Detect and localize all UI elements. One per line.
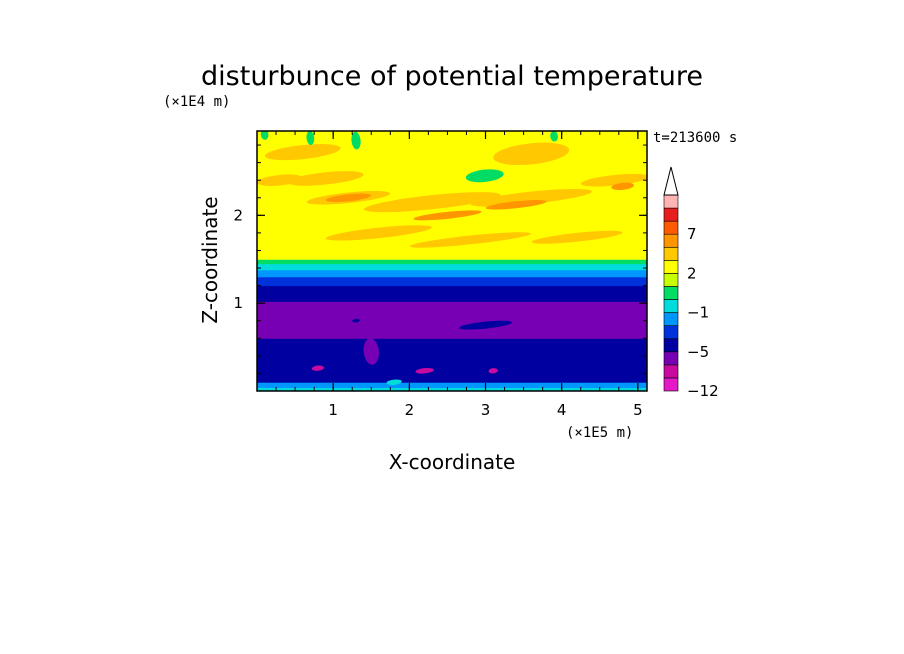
time-label: t=213600 s (653, 130, 737, 146)
colorbar-extend-arrow (663, 166, 679, 196)
colorbar-segment (663, 207, 679, 222)
y-tick-label: 1 (233, 294, 243, 312)
colorbar-segment (663, 286, 679, 300)
colorbar-segment (663, 325, 679, 340)
x-tick-label: 2 (405, 401, 415, 419)
y-unit-label: (×1E4 m) (163, 94, 230, 110)
contour-band (257, 301, 647, 339)
contour-band (257, 285, 647, 302)
x-unit-label: (×1E5 m) (566, 425, 633, 441)
x-axis: 1 2 3 4 5 (275, 131, 643, 419)
contour-patch (413, 210, 482, 221)
colorbar-segment (663, 220, 679, 235)
contour-patch (264, 144, 341, 161)
contour-band (257, 338, 647, 383)
colorbar-segment (663, 299, 679, 313)
colorbar-segment (663, 351, 679, 366)
colorbar-segment (663, 312, 679, 326)
colorbar-segment (663, 364, 679, 379)
contour-patch (311, 365, 325, 371)
x-tick-label: 1 (328, 401, 338, 419)
contour-band (257, 269, 647, 278)
colorbar-label: −1 (687, 304, 709, 322)
chart-title: disturbunce of potential temperature (201, 61, 703, 92)
colorbar-label: −5 (687, 343, 709, 361)
contour-patch (325, 193, 372, 202)
plot-frame (256, 130, 648, 392)
colorbar-segment (663, 377, 679, 392)
contour-patch (260, 131, 269, 140)
contour-band (257, 259, 647, 265)
y-tick-label: 2 (233, 206, 243, 224)
contour-patch (364, 192, 501, 213)
contour-patch (386, 379, 402, 385)
x-tick-label: 4 (557, 401, 567, 419)
colorbar: −12−5−127 (663, 166, 719, 400)
contour-band (257, 387, 647, 391)
contour-band (257, 276, 647, 287)
contour-patch (580, 173, 647, 187)
contour-patch (287, 171, 364, 186)
plot-fill (257, 131, 647, 391)
contour-patch (465, 169, 504, 183)
contour-band (257, 263, 647, 271)
contour-patch (611, 182, 634, 191)
contour-patch (488, 368, 498, 374)
contour-patch (352, 318, 360, 323)
contour-patch (306, 131, 315, 146)
colorbar-segment (663, 260, 679, 274)
contour-patch (458, 320, 513, 330)
contour-patch (363, 338, 379, 365)
contour-patch (485, 200, 547, 210)
contour-patch (351, 131, 361, 150)
contour-patch (531, 230, 623, 244)
x-tick-label: 3 (481, 401, 491, 419)
x-tick-label: 5 (633, 401, 643, 419)
y-axis: 12 (233, 144, 647, 374)
contour-patch (470, 188, 592, 207)
colorbar-segment (663, 194, 679, 209)
x-axis-label: X-coordinate (389, 450, 516, 474)
contour-patch (415, 368, 434, 374)
y-axis-label: Z-coordinate (198, 196, 222, 323)
colorbar-segment (663, 233, 679, 248)
colorbar-segment (663, 273, 679, 287)
colorbar-segment (663, 246, 679, 261)
contour-patch (493, 142, 570, 166)
contour-band (257, 382, 647, 388)
contour-patch (550, 131, 558, 142)
colorbar-label: 7 (687, 225, 697, 243)
colorbar-segment (663, 338, 679, 353)
contour-patch (409, 232, 531, 248)
contour-patch (325, 225, 432, 241)
colorbar-label: 2 (687, 264, 697, 282)
colorbar-label: −12 (687, 382, 719, 400)
